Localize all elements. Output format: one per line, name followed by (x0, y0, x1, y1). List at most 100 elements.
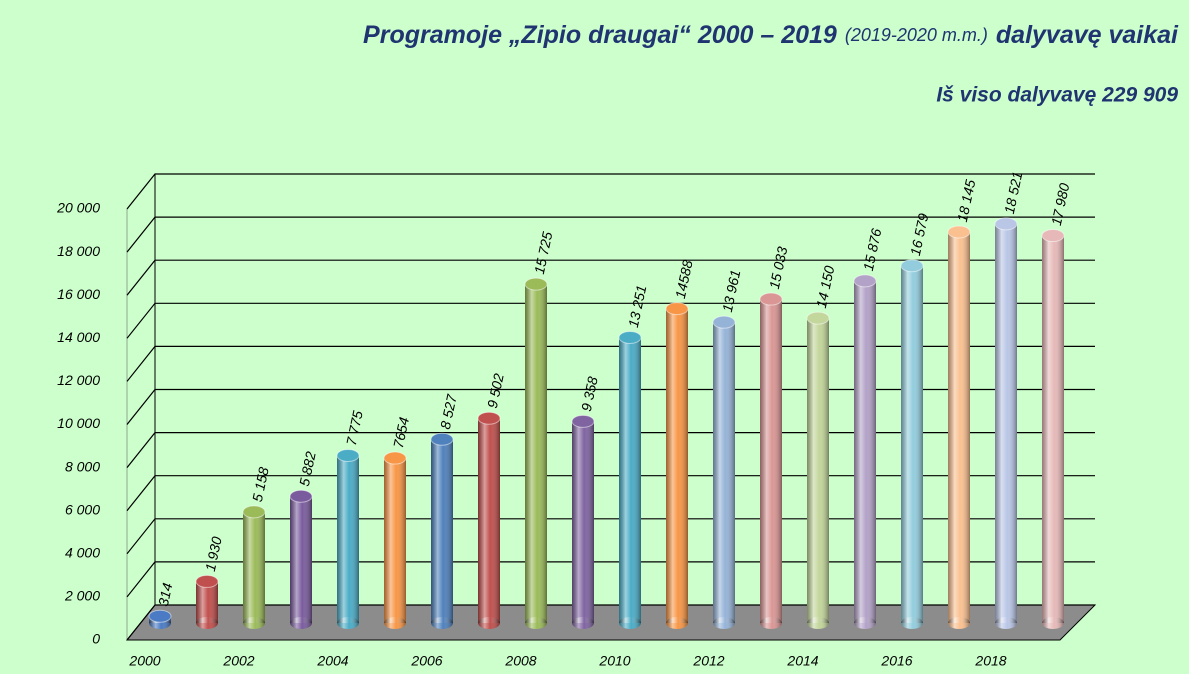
bar (900, 259, 924, 629)
bar-shade (478, 418, 500, 623)
bar (1041, 229, 1065, 629)
bar-top (336, 448, 360, 462)
bar (759, 292, 783, 629)
bar-shade (854, 280, 876, 623)
bar-shade (243, 511, 265, 623)
bar-bottom-shade (478, 617, 500, 629)
bar-shade (948, 231, 970, 623)
bar-shade (525, 284, 547, 623)
value-label: 1 930 (202, 535, 225, 573)
bar-bottom-shade (901, 617, 923, 629)
title-main: Programoje „Zipio draugai“ 2000 – 2019 (363, 21, 837, 49)
grid-line (126, 216, 1095, 253)
bar-shade (760, 299, 782, 623)
chart-title: Programoje „Zipio draugai“ 2000 – 2019 (2… (363, 21, 1179, 49)
bar-bottom-shade (525, 617, 547, 629)
value-label: 9 358 (578, 375, 601, 413)
y-tick-label: 16 000 (57, 286, 100, 302)
bar-top (806, 311, 830, 325)
bar (947, 225, 971, 629)
x-tick-label: 2004 (316, 653, 348, 669)
bar (853, 274, 877, 629)
bar-bottom-shade (337, 617, 359, 629)
bar-bottom-shade (290, 617, 312, 629)
value-label: 8 527 (437, 392, 460, 431)
bar-top (712, 315, 736, 329)
bar-top (900, 259, 924, 273)
y-tick-label: 18 000 (57, 243, 100, 259)
bar-top (947, 225, 971, 239)
value-label: 5 882 (296, 450, 319, 488)
x-tick-label: 2002 (222, 653, 254, 669)
bar-shade (807, 318, 829, 623)
bar-top (477, 411, 501, 425)
bar (336, 448, 360, 629)
bar-top (759, 292, 783, 306)
y-tick-label: 4 000 (65, 545, 100, 561)
bar-top (994, 217, 1018, 231)
bar-bottom-shade (1042, 617, 1064, 629)
bar (383, 451, 407, 629)
bar-bottom-shade (243, 617, 265, 629)
y-tick-label: 6 000 (65, 501, 100, 517)
bar-bottom-shade (854, 617, 876, 629)
title-end: dalyvavę vaikai (996, 21, 1179, 49)
bar-shade (196, 581, 218, 623)
value-label: 314 (155, 581, 176, 607)
bar-shade (290, 496, 312, 623)
bar-shade (995, 223, 1017, 624)
value-label: 5 158 (249, 465, 272, 503)
bar-top (618, 330, 642, 344)
subtitle: Iš viso dalyvavę 229 909 (936, 84, 1178, 107)
x-tick-label: 2014 (786, 653, 818, 669)
bar (571, 414, 595, 629)
bar-bottom-shade (760, 617, 782, 629)
bar-bottom-shade (572, 617, 594, 629)
x-tick-label: 2018 (974, 653, 1006, 669)
bar-top (383, 451, 407, 465)
bar-shade (1042, 235, 1064, 623)
bar-top (1041, 229, 1065, 243)
bar-top (571, 414, 595, 428)
grid-line (126, 173, 1095, 210)
y-tick-label: 12 000 (57, 372, 100, 388)
bar (195, 574, 219, 629)
bar-bottom-shade (196, 617, 218, 629)
bar (994, 217, 1018, 629)
x-tick-label: 2016 (880, 653, 912, 669)
bar-bottom-shade (384, 617, 406, 629)
bar-shade (431, 439, 453, 623)
bar-shade (572, 421, 594, 623)
bar (524, 277, 548, 629)
y-tick-label: 20 000 (56, 200, 100, 216)
bar-bottom-shade (713, 617, 735, 629)
bar-shade (901, 265, 923, 623)
bar-bottom-shade (619, 617, 641, 629)
value-label: 14588 (672, 258, 696, 300)
y-tick-label: 2 000 (64, 588, 100, 604)
bar (665, 302, 689, 629)
bar (712, 315, 736, 629)
bar-bottom-shade (948, 617, 970, 629)
bar (430, 432, 454, 629)
bar-shade (619, 337, 641, 623)
x-tick-label: 2000 (128, 653, 160, 669)
bar (242, 505, 266, 629)
bar-top (289, 489, 313, 503)
bar-top (430, 432, 454, 446)
bar (289, 489, 313, 629)
x-tick-label: 2012 (692, 653, 724, 669)
value-label: 7 775 (343, 409, 366, 447)
y-tick-label: 0 (92, 631, 100, 647)
x-tick-label: 2006 (410, 653, 442, 669)
y-tick-label: 8 000 (65, 458, 100, 474)
bar-bottom-shade (807, 617, 829, 629)
bar (477, 411, 501, 629)
bar (806, 311, 830, 629)
bar-top (148, 609, 172, 623)
bar-top (242, 505, 266, 519)
bar (618, 330, 642, 629)
y-tick-label: 10 000 (57, 415, 100, 431)
title-note: (2019-2020 m.m.) (845, 25, 988, 45)
